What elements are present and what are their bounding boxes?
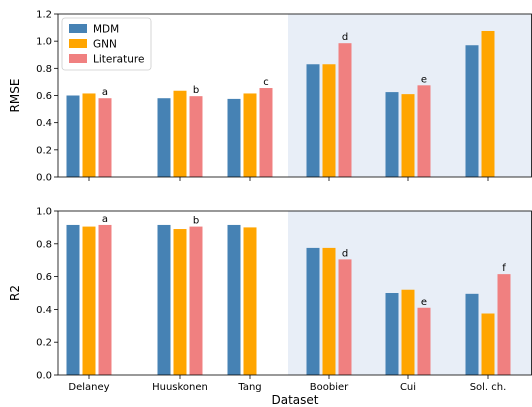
bar-mdm	[385, 92, 399, 177]
bar-annotation: e	[421, 297, 427, 308]
x-tick-label: Boobier	[310, 382, 349, 393]
bar-annotation: d	[342, 32, 348, 43]
y-axis-label: R2	[8, 285, 22, 301]
bar-mdm	[465, 293, 479, 375]
y-tick-label: 0.8	[36, 239, 52, 250]
bar-literature	[189, 96, 203, 177]
bar-annotation: e	[421, 74, 427, 85]
bar-annotation: d	[342, 248, 348, 259]
bar-gnn	[322, 247, 336, 375]
x-axis-label: Dataset	[272, 393, 319, 407]
y-axis-label: RMSE	[8, 79, 22, 113]
bar-annotation: f	[502, 263, 506, 274]
legend-label: MDM	[93, 24, 119, 36]
bar-gnn	[82, 226, 96, 375]
bar-mdm	[157, 98, 171, 177]
bar-mdm	[227, 224, 241, 375]
x-tick-label: Huuskonen	[152, 382, 208, 393]
y-tick-label: 1.2	[36, 10, 52, 21]
legend-label: Literature	[93, 54, 144, 66]
legend-swatch-gnn	[69, 39, 87, 48]
y-tick-label: 0.2	[36, 338, 52, 349]
bar-gnn	[173, 229, 187, 375]
bar-mdm	[157, 224, 171, 375]
y-tick-label: 0.2	[36, 145, 52, 156]
bar-gnn	[173, 90, 187, 177]
bar-mdm	[66, 95, 80, 177]
bar-mdm	[385, 293, 399, 375]
bar-gnn	[243, 227, 257, 375]
bar-mdm	[227, 98, 241, 177]
bar-literature	[417, 85, 431, 177]
legend-swatch-literature	[69, 54, 87, 63]
x-tick-label: Cui	[400, 382, 416, 393]
y-tick-label: 0.0	[36, 173, 52, 184]
bar-literature	[338, 259, 352, 375]
bar-gnn	[481, 30, 495, 177]
bar-mdm	[306, 64, 320, 177]
bar-mdm	[66, 224, 80, 375]
y-tick-label: 0.4	[36, 305, 52, 316]
bar-gnn	[401, 94, 415, 177]
bar-literature	[497, 274, 511, 375]
y-tick-label: 0.0	[36, 371, 52, 382]
x-tick-label: Sol. ch.	[470, 382, 507, 393]
bar-gnn	[481, 313, 495, 375]
x-tick-label: Tang	[237, 382, 261, 393]
bar-gnn	[82, 93, 96, 177]
bar-annotation: b	[193, 85, 199, 96]
legend-swatch-mdm	[69, 24, 87, 33]
bar-mdm	[306, 247, 320, 375]
bar-literature	[338, 43, 352, 178]
y-tick-label: 0.6	[36, 272, 52, 283]
y-tick-label: 0.8	[36, 64, 52, 75]
bar-annotation: a	[102, 214, 108, 225]
y-tick-label: 0.6	[36, 91, 52, 102]
legend-label: GNN	[93, 39, 117, 51]
bar-annotation: a	[102, 87, 108, 98]
y-tick-label: 1.0	[36, 207, 52, 218]
bar-annotation: c	[263, 77, 269, 88]
bar-annotation: b	[193, 216, 199, 227]
y-tick-label: 0.4	[36, 118, 52, 129]
bar-literature	[259, 88, 273, 177]
bar-mdm	[465, 45, 479, 177]
x-tick-label: Delaney	[68, 382, 109, 393]
bar-literature	[189, 226, 203, 375]
bar-gnn	[243, 93, 257, 177]
bar-gnn	[401, 289, 415, 375]
bar-literature	[98, 224, 112, 375]
y-tick-label: 1.0	[36, 37, 52, 48]
bar-literature	[98, 98, 112, 177]
bar-literature	[417, 307, 431, 375]
bar-gnn	[322, 64, 336, 177]
